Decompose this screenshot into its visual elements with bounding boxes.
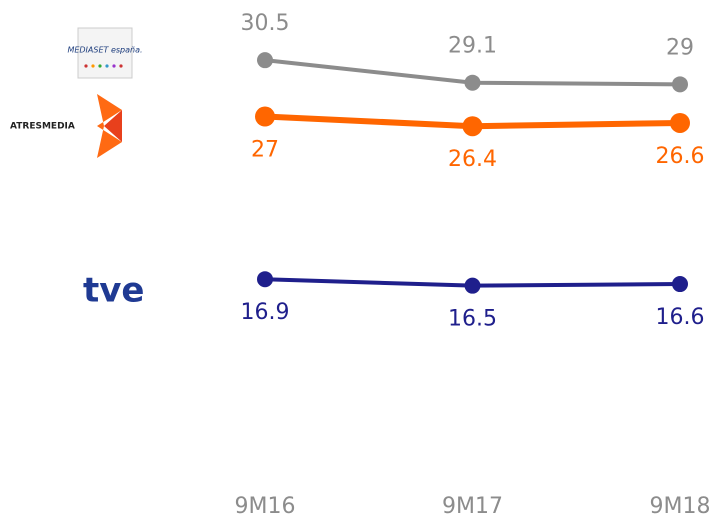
logo-shape	[104, 110, 122, 142]
data-label: 30.5	[241, 11, 290, 36]
data-point	[257, 271, 273, 288]
data-label: 29.1	[448, 34, 497, 59]
legend-label: MEDIASET españa.	[67, 46, 142, 55]
data-point	[672, 76, 688, 93]
data-point	[257, 52, 273, 69]
data-point	[464, 277, 481, 294]
atresmedia-logo: ATRESMEDIA	[10, 94, 122, 158]
data-label: 26.4	[448, 147, 497, 172]
data-label: 26.6	[656, 144, 705, 169]
legend-label: ATRESMEDIA	[10, 122, 75, 132]
data-label: 16.5	[448, 307, 497, 332]
x-tick-label: 9M16	[235, 494, 296, 519]
legend-label: tve	[83, 271, 144, 311]
x-tick-label: 9M17	[442, 494, 503, 519]
data-label: 29	[666, 35, 694, 60]
x-tick-label: 9M18	[650, 494, 711, 519]
tve-logo: tve	[83, 271, 144, 311]
data-point	[255, 106, 275, 127]
data-point	[670, 112, 690, 133]
data-point	[672, 276, 688, 293]
data-point	[462, 116, 483, 137]
data-label: 16.6	[656, 305, 705, 330]
logo-shape	[97, 94, 122, 158]
data-label: 27	[251, 138, 279, 163]
data-label: 16.9	[241, 300, 290, 325]
mediaset-logo: MEDIASET españa.	[67, 27, 143, 79]
logo-box	[77, 27, 133, 79]
data-point	[464, 74, 481, 91]
